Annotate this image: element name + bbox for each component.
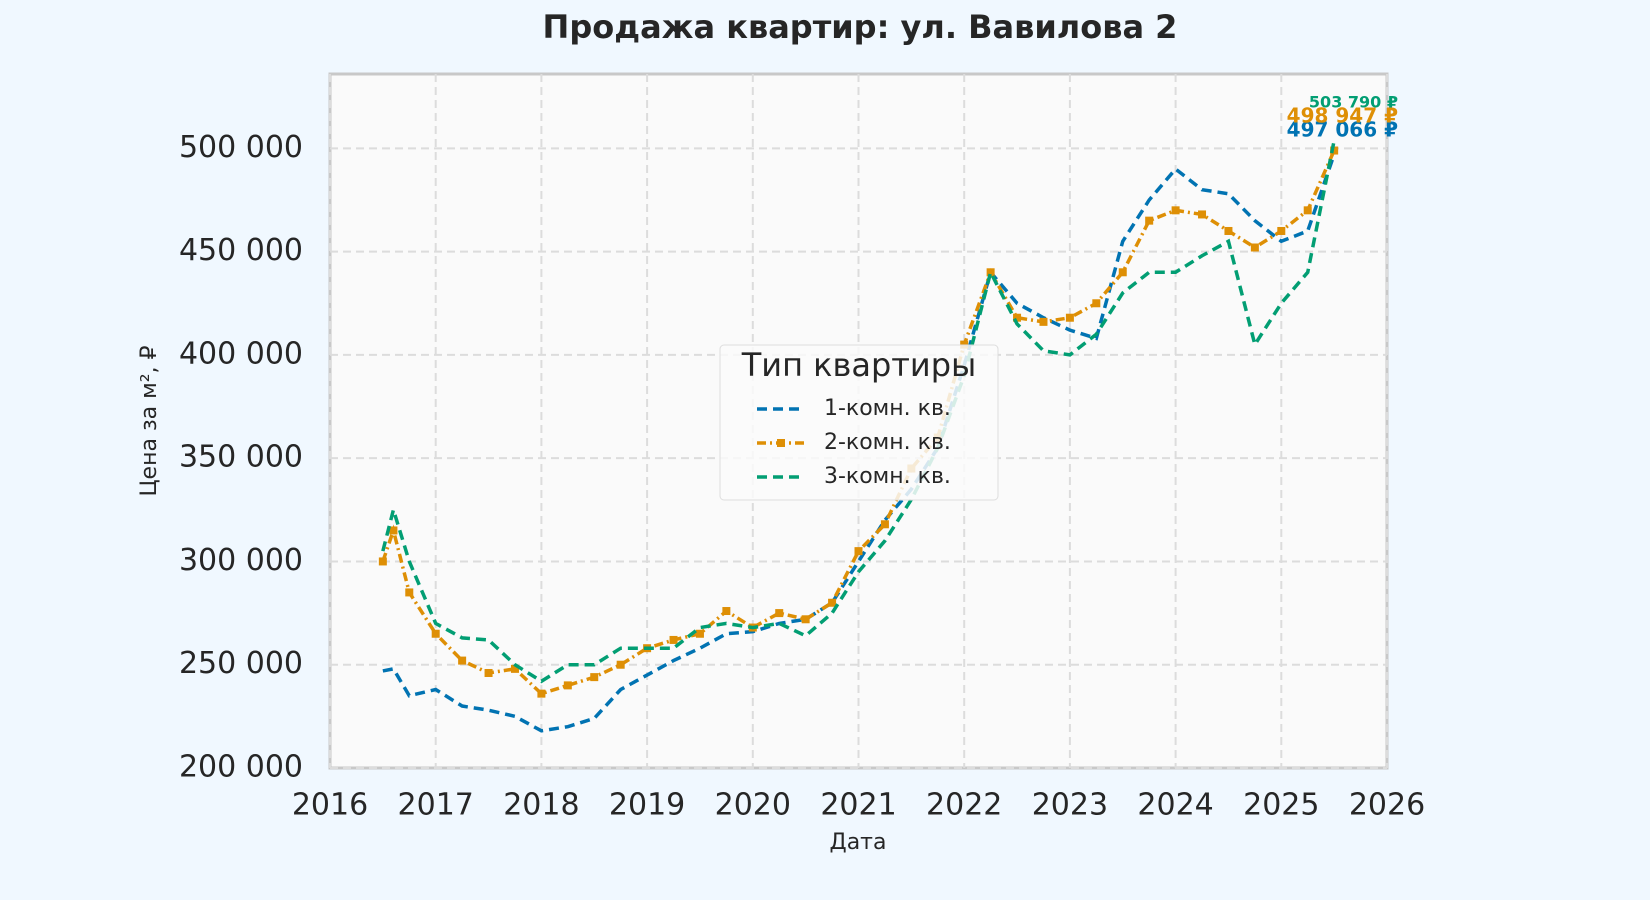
lines [378,140,1339,733]
marker [1198,210,1207,219]
marker [1303,206,1312,215]
x-tick-label: 2017 [398,788,474,823]
y-tick-label: 200 000 [179,750,303,785]
marker [1224,226,1233,235]
series-line [381,149,1336,696]
x-tick-label: 2026 [1349,788,1425,823]
marker [537,689,546,698]
legend: Тип квартиры 1-комн. кв. 2-комн. кв. 3-ком… [719,344,999,501]
x-tick-label: 2019 [609,788,685,823]
y-tick-label: 350 000 [179,440,303,475]
marker [775,609,784,618]
marker [510,664,519,673]
chart-title: Продажа квартир: ул. Вавилова 2 [543,8,1178,46]
x-tick-label: 2021 [820,788,896,823]
legend-marker [777,439,785,447]
x-tick-label: 2023 [1032,788,1108,823]
marker [431,629,440,638]
marker [695,629,704,638]
legend-label: 3-комн. кв. [824,464,951,489]
y-axis-label: Цена за м², ₽ [137,345,162,496]
marker [458,656,467,665]
marker [1250,243,1259,252]
legend-label: 1-комн. кв. [824,396,951,421]
marker [563,681,572,690]
x-tick-label: 2025 [1243,788,1319,823]
marker [1118,268,1127,277]
grid [329,74,1388,769]
marker [1065,313,1074,322]
y-tick-label: 300 000 [179,543,303,578]
y-tick-label: 250 000 [179,646,303,681]
x-tick-label: 2018 [503,788,579,823]
series-line [382,153,1336,733]
marker [590,673,599,682]
legend-title: Тип квартиры [741,346,977,384]
end-label: 503 790 ₽ [1309,93,1398,112]
y-tick-label: 400 000 [179,336,303,371]
marker [1171,206,1180,215]
series-line [381,140,1336,684]
x-tick-label: 2016 [292,788,368,823]
marker [389,526,398,535]
marker [1013,313,1022,322]
marker [669,635,678,644]
x-tick-label: 2024 [1137,788,1213,823]
marker [1145,216,1154,225]
marker [405,588,414,597]
y-tick-label: 450 000 [179,233,303,268]
x-tick-label: 2022 [926,788,1002,823]
marker [1092,299,1101,308]
y-tick-label: 500 000 [179,130,303,165]
marker [1330,146,1339,155]
marker [378,557,387,566]
legend-label: 2-комн. кв. [824,430,951,455]
marker [854,547,863,556]
x-tick-label: 2020 [715,788,791,823]
marker [484,668,493,677]
marker [880,520,889,529]
x-axis-label: Дата [830,830,887,855]
marker [986,268,995,277]
marker [1039,317,1048,326]
end-label: 497 066 ₽ [1287,118,1398,142]
marker [801,615,810,624]
marker [722,607,731,616]
marker [1277,226,1286,235]
legend-box [719,344,999,501]
marker [616,660,625,669]
end-label: 498 947 ₽ [1287,104,1398,128]
marker [828,598,837,607]
